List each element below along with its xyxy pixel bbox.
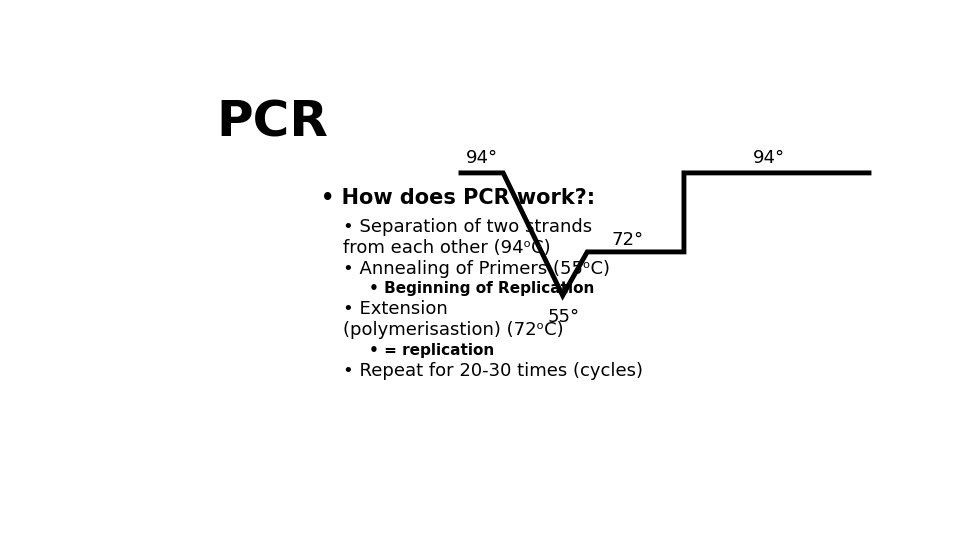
Text: (polymerisastion) (72ᵒC): (polymerisastion) (72ᵒC) bbox=[344, 321, 564, 339]
Text: 72°: 72° bbox=[611, 231, 643, 248]
Text: 94°: 94° bbox=[466, 148, 498, 167]
Text: • = replication: • = replication bbox=[370, 342, 494, 357]
Text: 94°: 94° bbox=[753, 148, 784, 167]
Text: • Beginning of Replication: • Beginning of Replication bbox=[370, 281, 594, 296]
Text: 55°: 55° bbox=[548, 308, 580, 326]
Text: • Extension: • Extension bbox=[344, 300, 448, 318]
Text: • How does PCR work?:: • How does PCR work?: bbox=[321, 188, 595, 208]
Text: • Separation of two strands: • Separation of two strands bbox=[344, 218, 592, 236]
Text: PCR: PCR bbox=[217, 98, 328, 146]
Text: • Repeat for 20-30 times (cycles): • Repeat for 20-30 times (cycles) bbox=[344, 362, 643, 380]
Text: • Annealing of Primers (55ᵒC): • Annealing of Primers (55ᵒC) bbox=[344, 260, 611, 278]
Text: from each other (94ᵒC): from each other (94ᵒC) bbox=[344, 239, 551, 256]
